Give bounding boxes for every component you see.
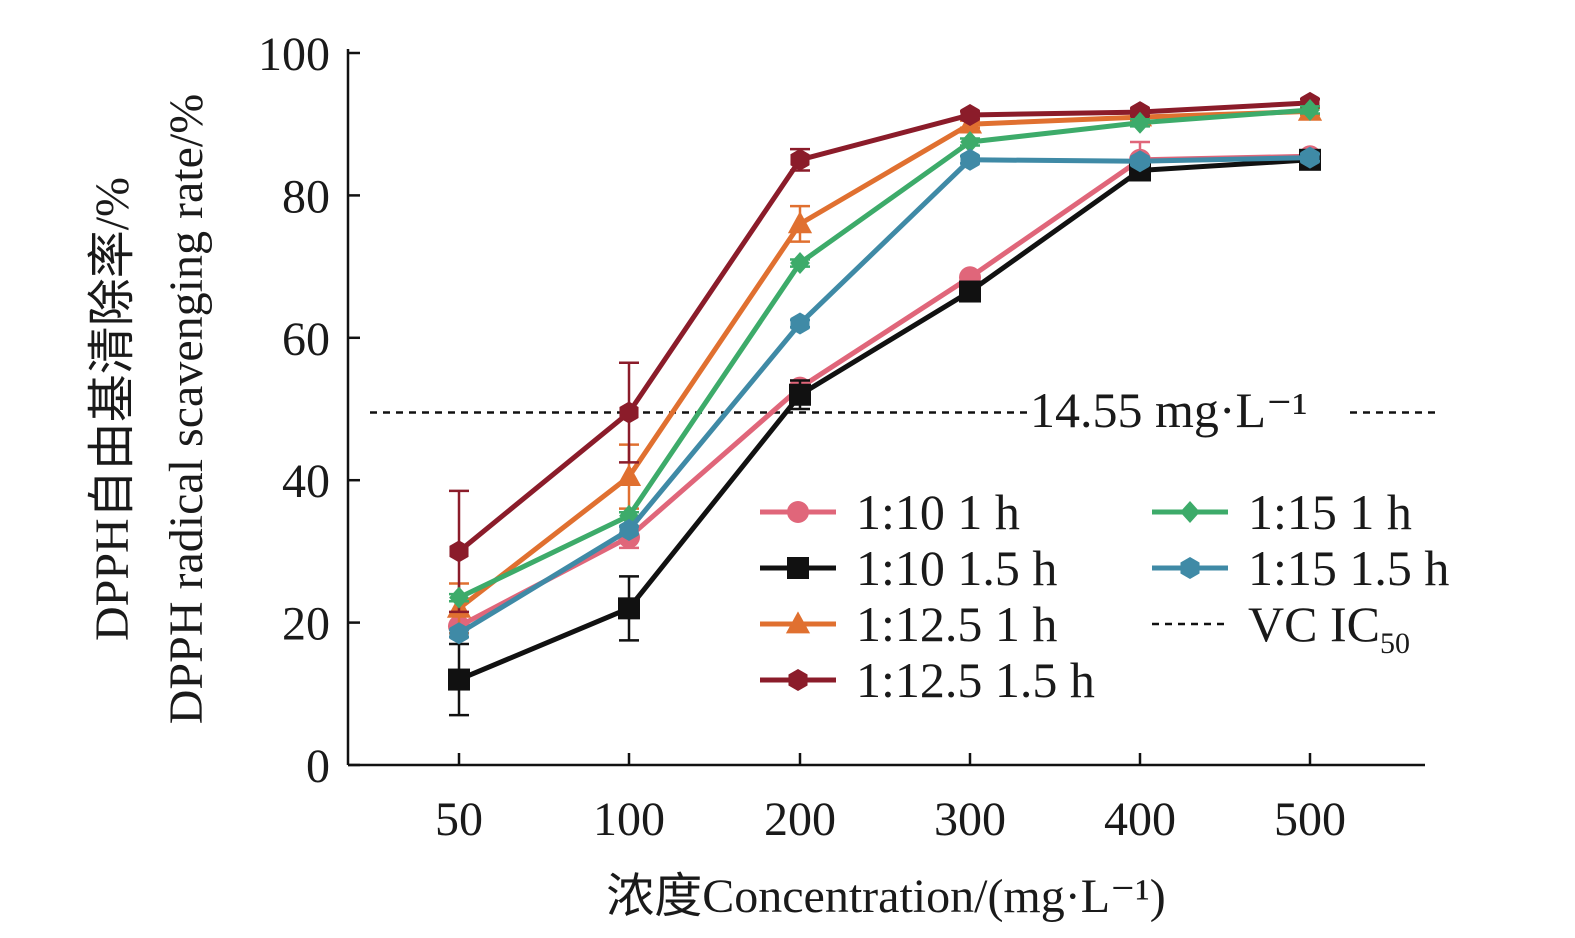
legend-swatch-marker: [1180, 557, 1200, 579]
legend-item: 1:15 1 h: [1152, 484, 1412, 540]
series-line: [457, 155, 1311, 636]
data-point: [449, 622, 469, 645]
ic50-annotation: 14.55 mg·L⁻¹: [1030, 382, 1307, 438]
data-point: [616, 463, 642, 486]
data-point: [959, 280, 981, 303]
x-axis-title: 浓度Concentration/(mg·L⁻¹): [606, 870, 1166, 923]
data-point: [619, 519, 639, 542]
data-point: [960, 103, 980, 126]
legend: 1:10 1 h1:10 1.5 h1:12.5 1 h1:12.5 1.5 h…: [760, 484, 1449, 708]
data-point: [619, 401, 639, 424]
legend-label-reference: VC IC50: [1248, 596, 1410, 660]
axes-layer: 0 20 40 60 80 100 50 100 200 300 400 500: [258, 28, 1425, 846]
legend-label: 1:15 1 h: [1248, 484, 1412, 540]
data-point: [790, 312, 810, 335]
x-tick-label: 400: [1104, 793, 1176, 846]
y-axis-title-english: DPPH radical scavenging rate/%: [160, 94, 213, 724]
legend-label: 1:10 1 h: [856, 484, 1020, 540]
legend-item-reference: VC IC50: [1152, 596, 1410, 660]
data-point: [790, 252, 810, 275]
y-tick-label: 20: [282, 598, 330, 651]
legend-item: 1:12.5 1 h: [760, 596, 1057, 652]
y-tick-label: 100: [258, 28, 330, 81]
data-point: [1300, 98, 1320, 121]
legend-label: 1:12.5 1.5 h: [856, 652, 1095, 708]
legend-label: 1:10 1.5 h: [856, 540, 1057, 596]
series-line: [458, 157, 1311, 682]
data-point: [960, 148, 980, 171]
x-tick-label: 300: [934, 793, 1006, 846]
legend-label-subscript: 50: [1380, 627, 1410, 660]
data-point: [960, 131, 980, 153]
series-line: [457, 100, 1311, 554]
legend-swatch-marker: [1180, 501, 1200, 523]
data-point: [449, 586, 469, 609]
legend-label: 1:12.5 1 h: [856, 596, 1057, 652]
y-tick-label: 60: [282, 313, 330, 366]
legend-label: 1:15 1.5 h: [1248, 540, 1449, 596]
series-group: [449, 98, 1320, 609]
data-point: [1300, 146, 1320, 169]
legend-swatch-marker: [787, 557, 809, 579]
x-tick-label: 50: [435, 793, 483, 846]
data-point: [449, 540, 469, 563]
legend-swatch-marker: [785, 611, 811, 634]
legend-item: 1:15 1.5 h: [1152, 540, 1449, 596]
legend-item: 1:10 1 h: [760, 484, 1020, 540]
data-point: [1130, 150, 1150, 173]
series-line: [457, 107, 1311, 600]
data-point: [789, 383, 811, 406]
y-axis-title-chinese: DPPH自由基清除率/%: [86, 177, 139, 641]
x-tick-label: 500: [1274, 793, 1346, 846]
series-group: [449, 146, 1320, 645]
series-layer: [446, 91, 1323, 717]
x-tick-label: 200: [764, 793, 836, 846]
legend-item: 1:12.5 1.5 h: [760, 652, 1095, 708]
y-tick-label: 80: [282, 170, 330, 223]
legend-swatch-marker: [787, 501, 809, 523]
data-point: [790, 148, 810, 171]
series-line: [457, 108, 1311, 611]
y-tick-label: 40: [282, 455, 330, 508]
data-point: [618, 597, 640, 620]
data-point: [448, 668, 470, 691]
legend-swatch-marker: [788, 669, 808, 691]
y-tick-label: 0: [306, 740, 330, 793]
data-point: [1130, 111, 1150, 134]
x-tick-label: 100: [593, 793, 665, 846]
legend-item: 1:10 1.5 h: [760, 540, 1057, 596]
data-point: [787, 211, 813, 234]
